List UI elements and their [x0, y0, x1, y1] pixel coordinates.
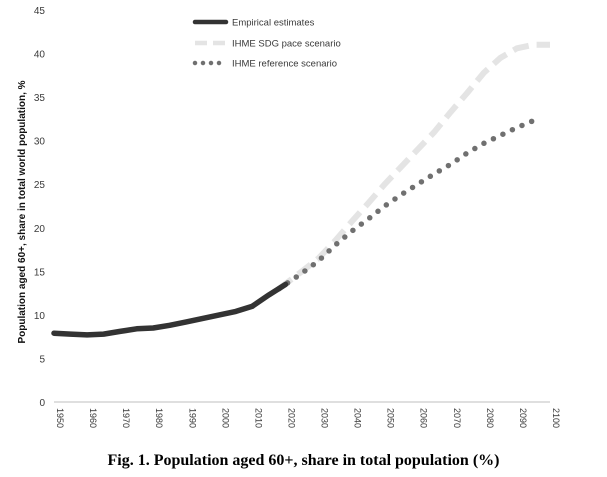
y-tick-label: 0: [39, 398, 45, 409]
figure-caption: Fig. 1. Population aged 60+, share in to…: [107, 452, 500, 469]
y-tick-label: 20: [34, 224, 46, 235]
x-tick-label: 2040: [353, 408, 363, 428]
x-tick-label: 1970: [121, 408, 131, 428]
x-tick-label: 2010: [253, 408, 263, 428]
y-tick-label: 15: [34, 267, 46, 278]
y-tick-label: 10: [34, 311, 46, 322]
x-tick-label: 2050: [386, 408, 396, 428]
y-tick-label: 40: [34, 50, 46, 61]
x-tick-label: 1960: [88, 408, 98, 428]
x-tick-label: 2020: [286, 408, 296, 428]
line-chart: 0 5 10 15 20 25 30 35 40 45 1950 1960 1970 1980 1990 2…: [17, 6, 561, 428]
x-axis: 1950 1960 1970 1980 1990 2000 2010 2020 2030 2040…: [54, 401, 561, 428]
legend: Empirical estimates IHME SDG pace scenari…: [192, 18, 341, 70]
series-line-solid: [51, 281, 289, 338]
y-tick-label: 30: [34, 137, 46, 148]
x-tick-label: 2000: [220, 408, 230, 428]
series-lines: [51, 41, 550, 338]
legend-label: IHME SDG pace scenario: [232, 39, 341, 50]
x-tick-label: 1980: [154, 408, 164, 428]
x-tick-label: 2080: [485, 408, 495, 428]
legend-label: IHME reference scenario: [232, 59, 337, 70]
y-tick-label: 45: [34, 6, 46, 17]
legend-label: Empirical estimates: [232, 18, 315, 29]
y-tick-label: 5: [39, 354, 45, 365]
series-line-dotted: [276, 113, 543, 292]
series-line-dashed: [277, 41, 550, 292]
x-tick-label: 2030: [320, 408, 330, 428]
x-tick-label: 2070: [452, 408, 462, 428]
x-tick-label: 1990: [187, 408, 197, 428]
x-tick-label: 2060: [419, 408, 429, 428]
y-axis-label: Population aged 60+, share in total worl…: [17, 80, 28, 343]
x-tick-label: 2100: [551, 408, 561, 428]
y-tick-label: 25: [34, 180, 46, 191]
y-tick-label: 35: [34, 93, 46, 104]
x-tick-label: 2090: [518, 408, 528, 428]
y-axis: 0 5 10 15 20 25 30 35 40 45: [34, 6, 46, 409]
x-tick-label: 1950: [55, 408, 65, 428]
